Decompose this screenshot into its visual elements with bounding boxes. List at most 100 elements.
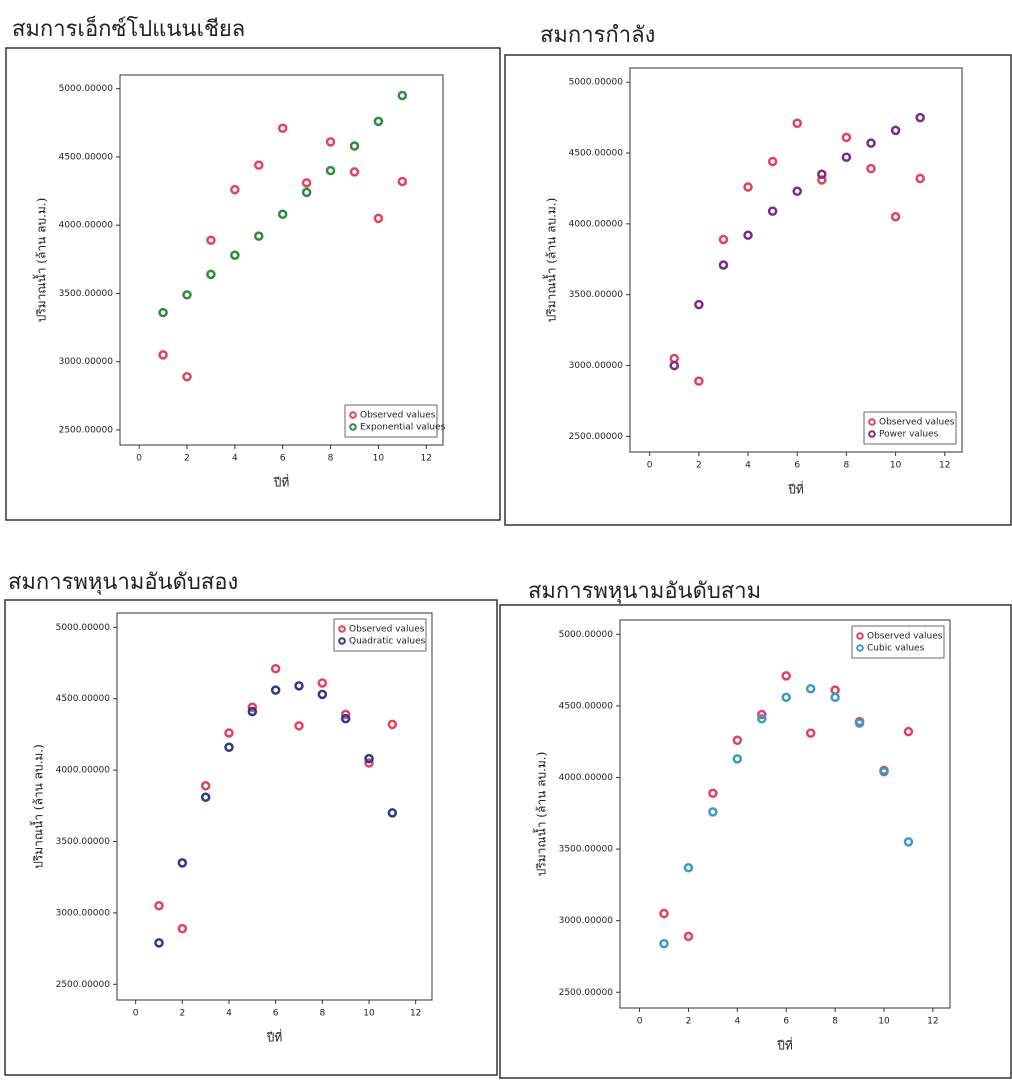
data-point	[182, 371, 192, 382]
chart-panel: สมการพหุนามอันดับสาม 0 2 4 6 8 10 12 2500.00000 3…	[499, 579, 1012, 1079]
x-tick-label: 2	[179, 1009, 185, 1019]
panel-frame	[4, 599, 498, 1076]
plot-area	[119, 74, 444, 446]
data-point	[915, 112, 925, 123]
y-tick-label: 2500.00000	[559, 988, 614, 998]
y-tick-label: 2500.00000	[569, 432, 624, 442]
data-point	[879, 767, 889, 777]
data-point	[364, 758, 374, 768]
data-point	[200, 792, 211, 802]
x-axis-label: ปีที่	[266, 1029, 282, 1045]
legend-label: Observed values	[360, 411, 436, 421]
data-point	[154, 900, 164, 911]
y-tick-label: 3500.00000	[559, 845, 614, 855]
y-tick-label: 3000.00000	[569, 361, 624, 371]
x-tick-label: 6	[794, 461, 800, 471]
x-tick-label: 4	[745, 461, 751, 471]
x-tick-label: 0	[647, 461, 653, 471]
data-point	[317, 678, 328, 688]
x-tick-label: 8	[832, 1017, 838, 1027]
x-tick-label: 10	[878, 1017, 890, 1027]
legend-marker	[349, 423, 357, 431]
legend-box	[851, 625, 945, 659]
plot-area	[116, 612, 433, 1001]
data-point	[659, 908, 669, 919]
legend-label: Cubic values	[867, 644, 925, 654]
x-tick-label: 0	[133, 1009, 139, 1019]
y-tick-label: 4000.00000	[59, 221, 114, 231]
legend-box	[344, 404, 438, 438]
data-point	[277, 209, 288, 220]
data-point	[792, 118, 802, 129]
y-tick-label: 3500.00000	[59, 289, 114, 299]
data-point	[781, 692, 791, 703]
chart-panel: สมการกำลัง 0 2 4 6 8 10 12 2500.00000 3000.00000 3…	[504, 23, 1012, 526]
legend-marker	[856, 644, 864, 652]
x-tick-label: 0	[136, 454, 142, 464]
data-point	[373, 116, 384, 127]
data-point	[340, 709, 351, 720]
y-tick-label: 3000.00000	[59, 357, 114, 367]
data-point	[683, 862, 694, 873]
data-point	[830, 692, 840, 703]
x-tick-label: 10	[363, 1009, 375, 1019]
x-tick-label: 2	[686, 1017, 692, 1027]
y-tick-label: 2500.00000	[59, 425, 114, 435]
legend-label: Observed values	[879, 418, 955, 428]
data-point	[805, 728, 816, 738]
data-point	[767, 156, 778, 167]
x-tick-label: 12	[939, 461, 950, 471]
data-point	[890, 125, 901, 136]
legend-label: Observed values	[349, 625, 425, 635]
data-point	[301, 187, 312, 198]
data-point	[781, 671, 791, 681]
x-tick-label: 4	[226, 1009, 232, 1019]
panel-frame	[499, 604, 1012, 1079]
legend-box	[863, 411, 957, 445]
x-tick-label: 10	[890, 461, 902, 471]
x-tick-label: 0	[637, 1017, 643, 1027]
x-tick-label: 12	[927, 1017, 938, 1027]
data-point	[200, 781, 211, 791]
data-point	[317, 689, 328, 700]
data-point	[349, 141, 360, 151]
data-point	[325, 165, 336, 176]
data-point	[743, 230, 753, 240]
data-point	[340, 713, 351, 724]
data-point	[397, 176, 408, 187]
x-tick-label: 4	[232, 454, 238, 464]
data-point	[817, 169, 827, 180]
chart-panel: สมการเอ็กซ์โปแนนเชียล 0 2 4 6 8 10 12 2500.00000…	[5, 14, 501, 521]
y-tick-label: 3000.00000	[56, 908, 111, 918]
data-point	[254, 160, 264, 170]
data-point	[854, 718, 865, 728]
data-point	[373, 213, 384, 224]
data-point	[683, 931, 694, 942]
data-point	[866, 138, 876, 148]
data-point	[158, 350, 168, 360]
data-point	[757, 709, 767, 720]
chart-title: สมการเอ็กซ์โปแนนเชียล	[12, 14, 245, 42]
y-tick-label: 4000.00000	[56, 766, 111, 776]
data-point	[743, 182, 753, 192]
data-point	[182, 290, 192, 300]
data-point	[841, 152, 852, 163]
data-point	[206, 235, 216, 245]
y-tick-label: 4000.00000	[569, 219, 624, 229]
x-tick-label: 2	[696, 461, 702, 471]
panel-frame	[504, 54, 1012, 526]
data-point	[325, 137, 336, 147]
data-point	[177, 858, 188, 868]
data-point	[154, 938, 164, 948]
data-point	[694, 376, 704, 386]
y-axis-label: ปริมาณน้ำ (ล้าน ลบ.ม.)	[30, 744, 46, 869]
data-point	[792, 186, 802, 197]
data-point	[718, 260, 729, 270]
data-point	[805, 683, 816, 694]
y-tick-label: 3500.00000	[569, 290, 624, 300]
x-tick-label: 6	[273, 1009, 279, 1019]
data-point	[177, 923, 188, 934]
data-point	[659, 938, 669, 949]
